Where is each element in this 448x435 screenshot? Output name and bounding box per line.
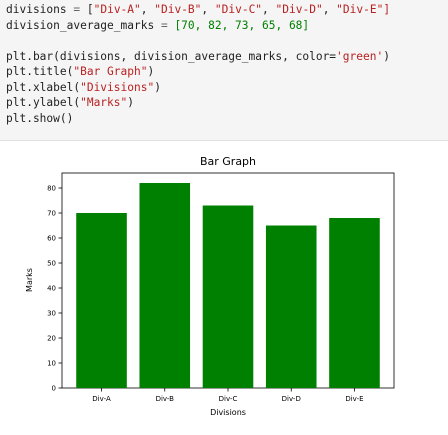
x-tick-label: Div-B	[156, 395, 175, 403]
code-string: "Div-E"]	[336, 3, 391, 16]
code-cell[interactable]: divisions = ["Div-A", "Div-B", "Div-C", …	[0, 0, 448, 141]
y-tick-label: 70	[47, 210, 56, 218]
code-line-1: divisions = ["Div-A", "Div-B", "Div-C", …	[6, 3, 391, 16]
x-tick-label: Div-A	[92, 395, 111, 403]
code-string: "Div-C"	[214, 3, 263, 16]
y-tick-label: 80	[47, 185, 56, 193]
y-tick-label: 40	[47, 285, 56, 293]
y-tick-label: 20	[47, 335, 56, 343]
y-tick-label: 10	[47, 360, 56, 368]
x-ticks-group: Div-A Div-B Div-C Div-D Div-E	[92, 388, 364, 403]
bars-group	[76, 183, 380, 388]
code-block: divisions = ["Div-A", "Div-B", "Div-C", …	[6, 2, 390, 126]
code-string: "Div-B"	[154, 3, 202, 16]
y-tick-label: 30	[47, 310, 56, 318]
y-axis-label: Marks	[25, 268, 34, 292]
code-line-8: plt.show()	[6, 111, 74, 125]
chart-title: Bar Graph	[200, 155, 256, 168]
y-tick-label: 0	[52, 385, 56, 393]
code-string: "Div-A"	[93, 3, 141, 16]
bar-div-c	[202, 205, 254, 388]
code-line-5: plt.title("Bar Graph")	[6, 65, 155, 78]
code-line-6: plt.xlabel("Divisions")	[6, 80, 161, 94]
bar-div-a	[76, 213, 127, 388]
y-tick-label: 60	[47, 235, 56, 243]
x-axis-label: Divisions	[210, 408, 246, 417]
code-string: "Div-D"	[275, 3, 323, 16]
x-tick-label: Div-E	[345, 395, 363, 403]
bar-div-d	[265, 225, 317, 388]
code-line-7: plt.ylabel("Marks")	[6, 96, 134, 109]
x-tick-label: Div-C	[219, 395, 238, 403]
y-tick-label: 50	[47, 260, 56, 268]
code-line-4: plt.bar(divisions, division_average_mark…	[6, 49, 390, 63]
bar-div-e	[329, 218, 380, 388]
bar-div-b	[139, 183, 191, 388]
code-line-2: division_average_marks = [70, 82, 73, 65…	[6, 18, 310, 32]
y-ticks-group: 0 10 20 30 40 50 60 70 80	[47, 185, 62, 393]
x-tick-label: Div-D	[282, 395, 301, 403]
